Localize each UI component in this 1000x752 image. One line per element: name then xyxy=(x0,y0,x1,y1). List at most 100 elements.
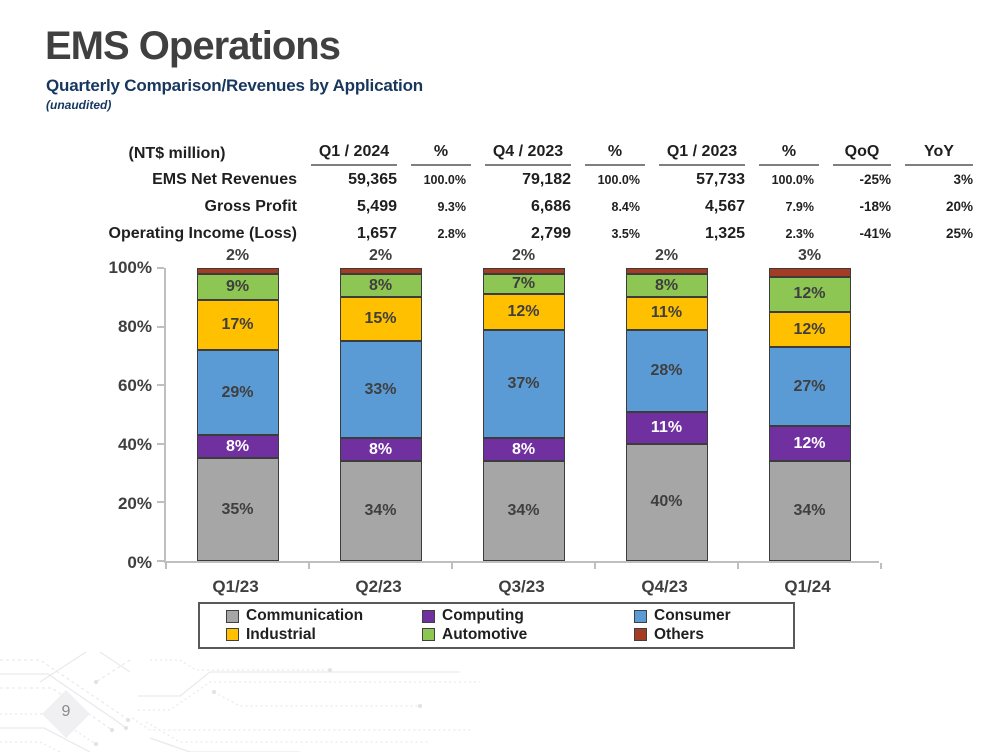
legend-swatch xyxy=(634,628,647,642)
bar-segment-automotive: 9% xyxy=(196,273,279,301)
table-column-header: QoQ xyxy=(833,143,891,166)
legend-item-consumer: Consumer xyxy=(634,607,793,625)
table-cell: 1,657 xyxy=(356,224,397,242)
bar-segment-automotive: 7% xyxy=(482,273,565,295)
stacked-bar: 35% 8% 29% 17% 9% 2% xyxy=(196,247,279,561)
y-axis-tick-label: 40% xyxy=(117,435,152,454)
table-cell: 2,799 xyxy=(530,224,571,242)
y-axis-tick-mark xyxy=(157,325,164,328)
bar-segment-others xyxy=(339,268,422,274)
legend-item-industrial: Industrial xyxy=(226,626,422,644)
x-axis-category-label: Q3/23 xyxy=(498,577,545,596)
bar-segment-others xyxy=(196,268,279,274)
bar-segment-industrial: 11% xyxy=(625,297,708,330)
bar-segment-consumer: 27% xyxy=(768,347,851,427)
table-row-label: Gross Profit xyxy=(204,197,297,215)
legend-item-automotive: Automotive xyxy=(422,626,634,644)
table-row-label: EMS Net Revenues xyxy=(152,170,297,188)
unaudited-note: (unaudited) xyxy=(46,98,112,112)
bar-segment-communication: 34% xyxy=(768,461,851,561)
x-axis-tick-mark xyxy=(594,563,596,569)
x-axis-tick-mark xyxy=(880,563,882,569)
bar-segment-others xyxy=(482,268,565,274)
table-cell: -41% xyxy=(859,226,891,241)
x-axis-category-label: Q2/23 xyxy=(355,577,402,596)
y-axis-tick-mark xyxy=(157,442,164,445)
table-cell: 3% xyxy=(953,172,973,187)
bar-segment-communication: 40% xyxy=(625,443,708,561)
bar-segment-industrial: 15% xyxy=(339,297,422,342)
bar-segment-industrial: 17% xyxy=(196,300,279,351)
bar-segment-automotive: 8% xyxy=(339,273,422,298)
legend-item-others: Others xyxy=(634,626,793,644)
bar-segment-others xyxy=(768,268,851,277)
table-row: EMS Net Revenues 59,365 100.0% 79,182 100.0%… xyxy=(57,166,973,193)
table-cell: 7.9% xyxy=(785,199,815,214)
table-cell: 8.4% xyxy=(611,199,641,214)
table-column-header: YoY xyxy=(905,143,973,166)
table-column-header: % xyxy=(759,143,819,166)
table-row: Operating Income (Loss) 1,657 2.8% 2,799 3.5… xyxy=(57,220,973,247)
table-cell: 79,182 xyxy=(522,170,571,188)
bar-total-label: 2% xyxy=(368,247,393,264)
bar-segment-computing: 11% xyxy=(625,411,708,444)
x-axis-tick-mark xyxy=(165,563,167,569)
table-column-header: % xyxy=(585,143,645,166)
y-axis-tick-label: 0% xyxy=(127,553,152,572)
y-axis-tick-mark xyxy=(157,501,164,504)
table-row-label: Operating Income (Loss) xyxy=(108,224,297,242)
legend-label: Communication xyxy=(246,607,364,625)
x-axis-tick-mark xyxy=(737,563,739,569)
stacked-bar: 34% 8% 37% 12% 7% 2% xyxy=(482,247,565,561)
bar-segment-consumer: 33% xyxy=(339,341,422,438)
table-cell: 1,325 xyxy=(704,224,745,242)
legend-swatch xyxy=(226,628,239,642)
table-cell: 6,686 xyxy=(530,197,571,215)
bar-segment-consumer: 28% xyxy=(625,329,708,412)
bar-segment-automotive: 12% xyxy=(768,276,851,312)
chart-plot-area: 35% 8% 29% 17% 9% 2% 34% 8% 33% 15% 8% 2% 34% 8% 37% 12… xyxy=(157,247,882,569)
page-title: EMS Operations xyxy=(45,24,341,68)
x-axis-category-label: Q1/23 xyxy=(212,577,259,596)
table-cell: 57,733 xyxy=(696,170,745,188)
table-cell: 2.8% xyxy=(437,226,467,241)
circuit-decoration xyxy=(0,652,480,752)
legend-swatch xyxy=(634,609,647,623)
page-number: 9 xyxy=(61,703,71,720)
bar-segment-others xyxy=(625,268,708,274)
bar-total-label: 2% xyxy=(511,247,536,264)
table-column-header: Q1 / 2023 xyxy=(659,143,745,166)
y-axis-tick-mark xyxy=(157,560,164,562)
table-cell: 2.3% xyxy=(785,226,815,241)
legend-label: Industrial xyxy=(246,625,316,643)
y-axis-tick-label: 100% xyxy=(108,258,152,277)
table-cell: 9.3% xyxy=(437,199,467,214)
stacked-bar: 40% 11% 28% 11% 8% 2% xyxy=(625,247,708,561)
table-cell: 4,567 xyxy=(704,197,745,215)
stacked-bar: 34% 12% 27% 12% 12% 3% xyxy=(768,247,851,561)
bar-total-label: 3% xyxy=(797,247,822,264)
stacked-bar: 34% 8% 33% 15% 8% 2% xyxy=(339,247,422,561)
x-axis-category-label: Q4/23 xyxy=(641,577,688,596)
legend-label: Consumer xyxy=(654,607,731,625)
table-column-header: % xyxy=(411,143,471,166)
table-unit-label: (NT$ million) xyxy=(128,145,226,162)
table-cell: -25% xyxy=(859,172,891,187)
bar-total-label: 2% xyxy=(654,247,679,264)
bar-segment-computing: 12% xyxy=(768,426,851,462)
table-cell: 3.5% xyxy=(611,226,641,241)
bar-segment-consumer: 29% xyxy=(196,350,279,436)
financial-table: (NT$ million) Q1 / 2024% Q4 / 2023% Q1 / 2… xyxy=(57,136,973,247)
chart-legend: Communication Computing Consumer Industrial… xyxy=(198,602,795,649)
legend-label: Automotive xyxy=(442,625,528,643)
table-cell: -18% xyxy=(859,199,891,214)
table-cell: 25% xyxy=(945,226,973,241)
y-axis-tick-label: 80% xyxy=(117,317,152,336)
table-row: Gross Profit 5,499 9.3% 6,686 8.4% 4,567 7.9% -… xyxy=(57,193,973,220)
legend-swatch xyxy=(226,609,239,623)
table-column-header: Q4 / 2023 xyxy=(485,143,571,166)
bar-segment-communication: 34% xyxy=(339,461,422,561)
stacked-bar-chart: 35% 8% 29% 17% 9% 2% 34% 8% 33% 15% 8% 2% 34% 8% 37% 12… xyxy=(60,247,970,652)
legend-label: Computing xyxy=(442,607,524,625)
